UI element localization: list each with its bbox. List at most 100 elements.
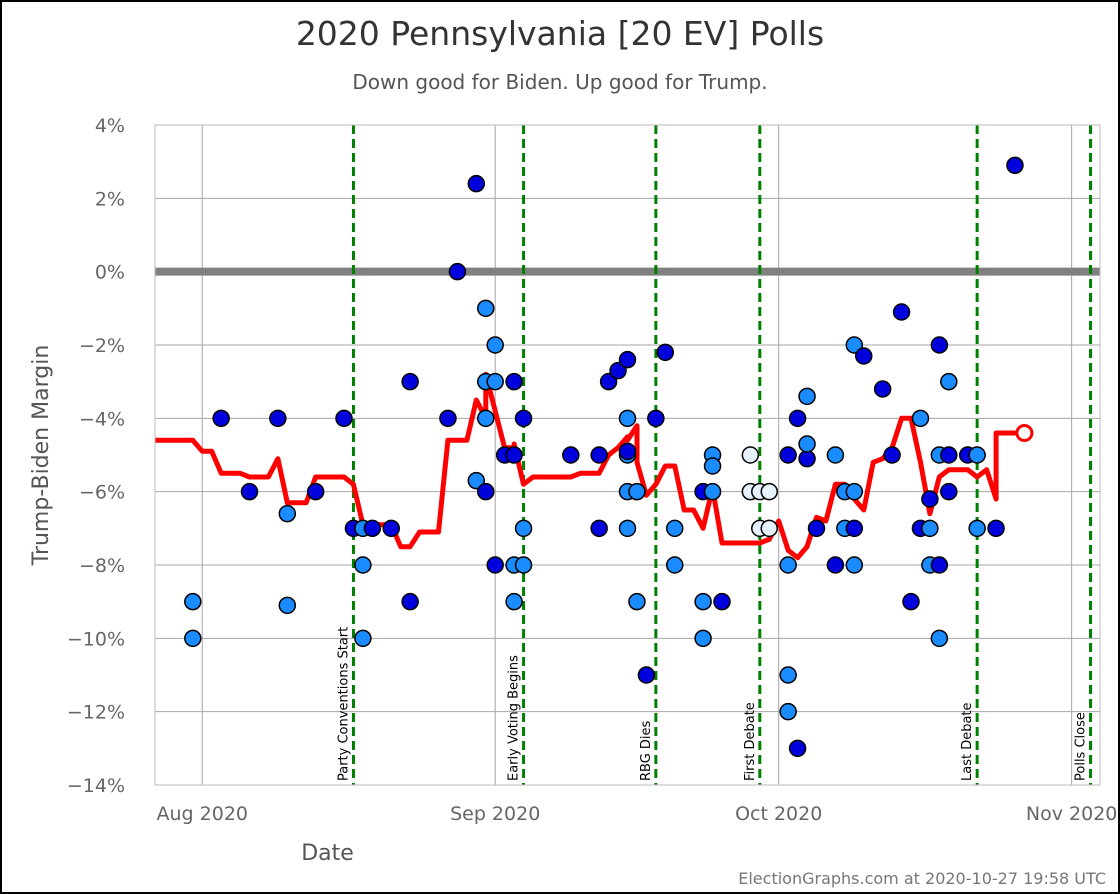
poll-point <box>666 556 684 574</box>
event-label: Party Conventions Start <box>336 627 351 781</box>
x-tick-label: Sep 2020 <box>450 803 540 825</box>
y-tick-label: 0% <box>95 262 125 284</box>
y-tick-label: −8% <box>79 555 125 577</box>
poll-point <box>486 556 504 574</box>
poll-point <box>713 592 731 611</box>
poll-point <box>647 409 665 428</box>
poll-point <box>477 409 495 428</box>
poll-point <box>798 435 816 453</box>
poll-point <box>467 174 486 193</box>
poll-point <box>779 702 797 721</box>
poll-point <box>382 519 400 538</box>
event-label: First Debate <box>743 702 758 781</box>
poll-point <box>883 446 901 464</box>
poll-point <box>694 629 712 648</box>
poll-point <box>807 519 826 538</box>
poll-point <box>628 592 646 611</box>
poll-point <box>486 372 504 391</box>
plot-area-border <box>154 124 1101 786</box>
event-label: Early Voting Begins <box>507 655 522 781</box>
poll-point <box>921 490 939 508</box>
poll-point <box>439 409 457 428</box>
poll-point <box>477 482 495 501</box>
x-tick-label: Aug 2020 <box>157 803 249 825</box>
poll-point <box>335 409 353 428</box>
poll-point <box>184 592 202 611</box>
axes: 4% 2% 0% −2% −4% −6% −8% −10% −12% −14% Aug 2020 Se… <box>29 115 1117 866</box>
poll-point <box>514 519 533 538</box>
poll-point <box>1006 156 1024 175</box>
poll-point <box>618 409 637 428</box>
chart-subtitle: Down good for Biden. Up good for Trump. <box>352 70 768 94</box>
poll-point <box>940 446 958 464</box>
poll-point <box>760 519 778 538</box>
y-axis-title: Trump-Biden Margin <box>29 345 54 567</box>
poll-point <box>278 504 297 523</box>
y-tick-label: −2% <box>79 335 125 357</box>
poll-point <box>703 457 722 475</box>
poll-point <box>306 482 325 501</box>
poll-point <box>505 372 523 391</box>
poll-point <box>968 446 986 464</box>
poll-point <box>703 482 722 501</box>
poll-point <box>892 303 911 321</box>
average-line <box>155 371 1025 561</box>
poll-point <box>618 519 637 538</box>
poll-point <box>788 739 807 758</box>
poll-point <box>628 482 646 501</box>
y-tick-label: −14% <box>67 775 125 797</box>
x-tick-label: Nov 2020 <box>1026 803 1117 825</box>
poll-point <box>278 596 297 615</box>
poll-point <box>921 519 939 538</box>
poll-point <box>184 629 202 648</box>
poll-point <box>599 372 618 391</box>
poll-points <box>184 156 1034 758</box>
poll-point <box>656 343 675 362</box>
y-tick-label: 2% <box>95 188 125 210</box>
poll-point <box>911 409 930 428</box>
poll-point <box>477 299 495 318</box>
poll-point <box>845 336 864 354</box>
poll-point <box>968 519 986 538</box>
poll-point <box>788 409 807 428</box>
poll-point <box>590 446 608 464</box>
event-label: Polls Close <box>1074 712 1089 781</box>
poll-point <box>354 629 372 648</box>
x-axis-title: Date <box>301 841 354 866</box>
poll-point <box>940 482 958 501</box>
event-label: RBG Dies <box>639 720 654 781</box>
poll-point <box>637 666 656 684</box>
poll-point <box>855 347 873 365</box>
poll-point <box>666 519 684 538</box>
poll-point <box>269 409 287 428</box>
poll-point <box>741 446 760 464</box>
poll-point <box>779 446 797 464</box>
average-trend-line <box>155 371 1025 561</box>
poll-point <box>873 380 892 398</box>
poll-point <box>401 372 419 391</box>
poll-point <box>779 666 797 684</box>
poll-point <box>902 592 920 611</box>
poll-point <box>401 592 419 611</box>
event-label: Last Debate <box>960 702 975 781</box>
x-tick-label: Oct 2020 <box>735 803 822 825</box>
poll-point <box>798 449 816 468</box>
y-tick-label: −12% <box>67 702 125 724</box>
poll-point <box>987 519 1005 538</box>
poll-point <box>826 446 845 464</box>
poll-point <box>354 556 372 574</box>
y-tick-label: −10% <box>67 628 125 650</box>
poll-point <box>845 556 864 574</box>
poll-point <box>618 442 637 461</box>
poll-point <box>826 556 845 574</box>
poll-point <box>212 409 230 428</box>
poll-point <box>694 592 712 611</box>
current-average-marker <box>1015 424 1034 442</box>
poll-point <box>590 519 608 538</box>
poll-point <box>448 262 467 281</box>
source-credit: ElectionGraphs.com at 2020-10-27 19:58 U… <box>738 869 1106 888</box>
poll-point <box>609 361 627 380</box>
chart-title: 2020 Pennsylvania [20 EV] Polls <box>295 14 825 53</box>
